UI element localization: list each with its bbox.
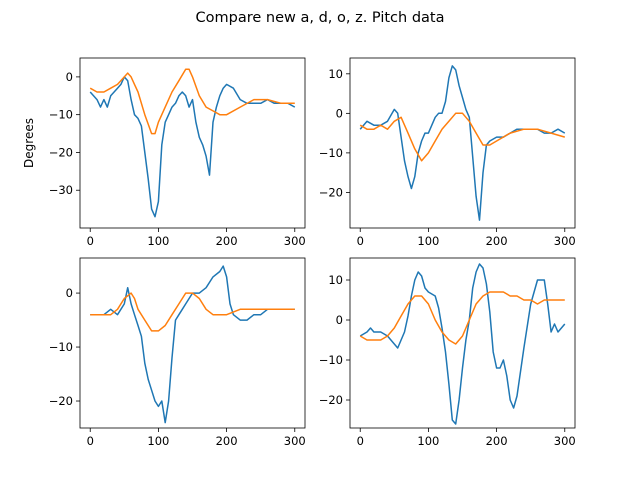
series-line-1 <box>359 65 566 221</box>
y-axis-label: Degrees <box>22 118 36 168</box>
y-tick-label: 10 <box>328 67 343 81</box>
x-tick-label: 300 <box>554 234 576 248</box>
axes-frame <box>79 57 306 229</box>
y-tick-label: −10 <box>319 146 343 160</box>
y-tick-label: −30 <box>49 183 73 197</box>
x-tick-label: 0 <box>357 234 364 248</box>
y-tick-label: −10 <box>49 340 73 354</box>
y-tick-label: 0 <box>66 70 73 84</box>
subplot-bottom-left: 0 100 200 300 0 −10 −20 <box>49 257 306 448</box>
x-tick-label: 100 <box>417 234 439 248</box>
axes-frame <box>349 57 576 229</box>
y-tick-label: −20 <box>49 394 73 408</box>
y-tick-label: 10 <box>328 273 343 287</box>
series-line-2 <box>359 112 566 162</box>
subplot-top-left: 0 100 200 300 0 −10 −20 −30 Degrees <box>22 57 306 248</box>
y-tick-label: 0 <box>336 313 343 327</box>
x-tick-label: 100 <box>147 434 169 448</box>
series-line-2 <box>359 291 565 345</box>
series-line-2 <box>90 292 295 332</box>
axes-frame <box>349 257 576 429</box>
series-line-1 <box>89 76 296 218</box>
y-tick-label: 0 <box>336 106 343 120</box>
x-tick-label: 200 <box>486 234 508 248</box>
axes-frame <box>79 257 306 429</box>
figure-title: Compare new a, d, o, z. Pitch data <box>196 10 445 26</box>
y-tick-label: −20 <box>49 145 73 159</box>
x-tick-label: 300 <box>554 434 576 448</box>
x-tick-label: 100 <box>147 234 169 248</box>
y-tick-label: −20 <box>319 185 343 199</box>
x-tick-label: 0 <box>87 434 94 448</box>
x-tick-label: 300 <box>284 234 306 248</box>
series-line-1 <box>90 265 295 424</box>
x-tick-label: 0 <box>357 434 364 448</box>
x-tick-label: 300 <box>284 434 306 448</box>
y-tick-label: −10 <box>49 108 73 122</box>
x-tick-label: 100 <box>417 434 439 448</box>
x-tick-label: 200 <box>216 434 238 448</box>
series-line-2 <box>89 68 295 135</box>
y-tick-label: 0 <box>66 286 73 300</box>
series-line-1 <box>359 263 566 425</box>
y-tick-label: −20 <box>319 393 343 407</box>
x-tick-label: 200 <box>486 434 508 448</box>
x-tick-label: 200 <box>216 234 238 248</box>
x-tick-label: 0 <box>87 234 94 248</box>
y-tick-label: −10 <box>319 353 343 367</box>
